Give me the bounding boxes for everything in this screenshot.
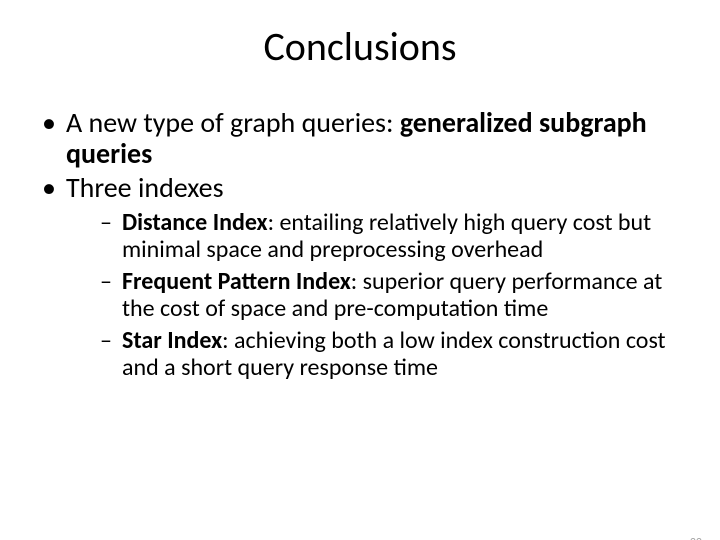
sub3-bold: Star Index [122,326,222,355]
sub-item-1: Distance Index: entailing relatively hig… [100,209,682,264]
sub1-bold: Distance Index [122,208,268,237]
slide-body: A new type of graph queries: generalized… [0,107,720,381]
bullet1-text-pre: A new type of graph queries: [66,105,400,140]
page-number: 22 [690,536,702,540]
sub-item-3: Star Index: achieving both a low index c… [100,327,682,382]
bullet-list-level2: Distance Index: entailing relatively hig… [66,209,682,381]
sub-item-2: Frequent Pattern Index: superior query p… [100,268,682,323]
bullet2-text: Three indexes [66,170,224,205]
bullet-list-level1: A new type of graph queries: generalized… [38,107,682,381]
slide-title: Conclusions [0,22,720,71]
bullet-item-2: Three indexes Distance Index: entailing … [38,172,682,382]
slide: Conclusions A new type of graph queries:… [0,22,720,540]
sub2-bold: Frequent Pattern Index [122,267,351,296]
bullet-item-1: A new type of graph queries: generalized… [38,107,682,170]
